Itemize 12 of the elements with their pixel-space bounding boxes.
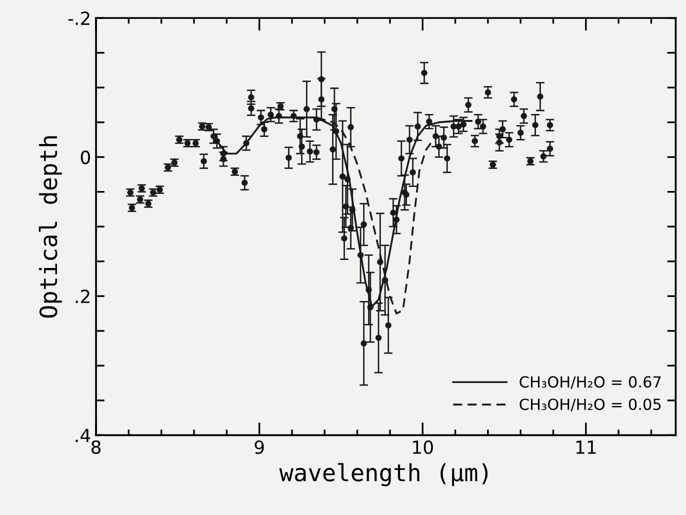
x-tick-label: 11 — [576, 440, 596, 454]
y-tick-label: -.2 — [68, 11, 90, 25]
legend-label: CH₃OH/H₂O = 0.67 — [520, 376, 661, 389]
x-tick-label: 10 — [413, 440, 433, 454]
x-axis-title: wavelength (µm) — [279, 463, 488, 486]
y-axis-title: Optical depth — [38, 136, 62, 318]
y-tick-label: .2 — [76, 290, 90, 303]
y-tick-label: 0 — [80, 150, 90, 164]
x-tick-label: 8 — [92, 440, 101, 454]
legend-label: CH₃OH/H₂O = 0.05 — [520, 398, 661, 412]
y-tick-label: .4 — [76, 428, 90, 442]
x-tick-label: 9 — [254, 440, 264, 454]
